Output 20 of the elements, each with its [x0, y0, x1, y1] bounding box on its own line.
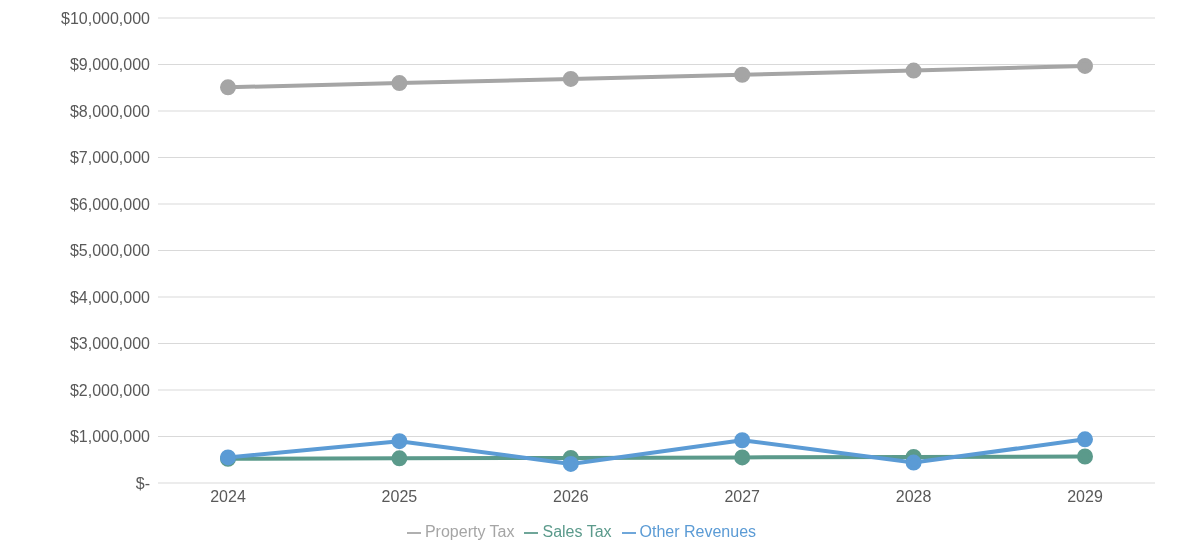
- y-tick-label: $2,000,000: [69, 381, 151, 399]
- x-tick-label: 2029: [1067, 488, 1103, 506]
- y-tick-label: $9,000,000: [69, 56, 151, 74]
- x-tick-label: 2025: [381, 488, 418, 506]
- y-tick-label: $1,000,000: [69, 428, 151, 446]
- y-tick-label: $10,000,000: [61, 9, 151, 27]
- legend-label: Property Tax: [424, 523, 515, 540]
- y-tick-label: $4,000,000: [69, 288, 151, 306]
- x-tick-label: 2028: [895, 488, 932, 506]
- x-tick-label: 2026: [553, 488, 589, 506]
- y-tick-label: $7,000,000: [69, 149, 151, 167]
- legend-label: Sales Tax: [542, 523, 612, 540]
- y-tick-label: $5,000,000: [69, 242, 151, 260]
- y-tick-label: $-: [135, 474, 150, 492]
- y-tick-label: $3,000,000: [69, 335, 151, 353]
- y-tick-label: $6,000,000: [69, 195, 151, 213]
- y-tick-label: $8,000,000: [69, 102, 151, 120]
- legend-label: Other Revenues: [639, 523, 757, 540]
- x-tick-label: 2024: [210, 488, 246, 506]
- x-tick-label: 2027: [724, 488, 761, 506]
